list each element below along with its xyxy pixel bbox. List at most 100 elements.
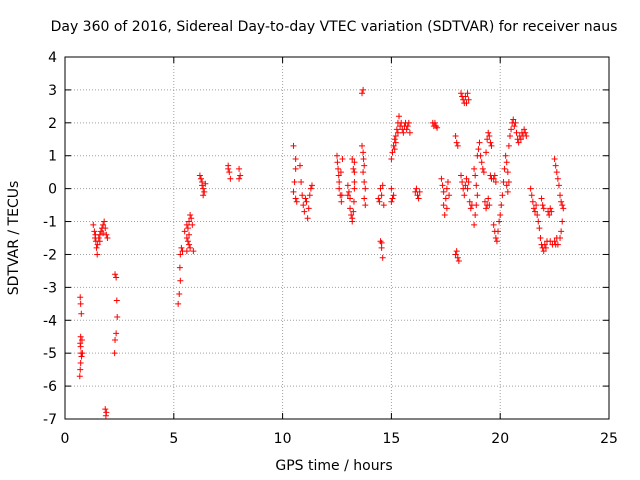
data-point (189, 221, 196, 228)
data-point (530, 205, 537, 212)
data-point (486, 202, 493, 209)
data-point (95, 235, 102, 241)
data-point (513, 129, 520, 136)
y-tick-label: -6 (43, 379, 57, 395)
y-tick-label: -7 (43, 412, 57, 428)
data-point (78, 310, 85, 317)
data-point (546, 211, 553, 218)
data-point (175, 300, 182, 307)
data-point (187, 211, 194, 218)
data-point (508, 126, 515, 133)
x-tick-label: 25 (600, 431, 618, 447)
data-point (479, 165, 486, 172)
data-point (464, 185, 471, 192)
data-point (176, 264, 183, 271)
data-point (94, 241, 101, 248)
data-point (540, 248, 547, 255)
data-point (351, 169, 358, 176)
data-point (200, 185, 207, 192)
data-point (303, 198, 310, 205)
data-point (559, 202, 566, 209)
data-point (345, 188, 352, 195)
data-point (338, 192, 345, 199)
data-point (177, 277, 184, 284)
data-point (415, 195, 422, 202)
data-point (362, 185, 369, 192)
x-tick-label: 15 (382, 431, 400, 447)
data-point (334, 152, 340, 159)
data-point (360, 156, 367, 163)
y-tick-label: -3 (43, 280, 57, 296)
data-point (344, 182, 351, 189)
y-tick-label: -5 (43, 346, 57, 362)
data-point (474, 192, 481, 199)
data-point (535, 218, 542, 225)
data-point (483, 205, 490, 212)
data-point (394, 129, 401, 136)
data-point (96, 238, 103, 245)
data-point (378, 192, 385, 199)
data-point (464, 90, 471, 97)
data-point (361, 162, 368, 169)
data-point (466, 198, 473, 205)
data-point (360, 169, 367, 176)
data-point (390, 142, 397, 149)
x-tick-label: 5 (169, 431, 178, 447)
data-point (529, 198, 536, 205)
data-point (473, 182, 480, 189)
data-point (351, 159, 358, 166)
data-point (542, 244, 549, 251)
data-point (505, 179, 512, 186)
data-point (198, 175, 204, 182)
data-point (499, 192, 506, 199)
data-point (101, 218, 108, 225)
data-point (490, 175, 497, 182)
data-point (533, 202, 540, 209)
data-point (307, 185, 314, 192)
data-point (299, 192, 306, 199)
data-point (465, 96, 472, 103)
data-point (559, 218, 566, 225)
data-point (379, 254, 386, 261)
data-point (349, 215, 356, 222)
data-point (293, 198, 300, 205)
data-point (102, 406, 109, 413)
data-point (187, 244, 194, 251)
y-tick-label: 0 (48, 182, 57, 198)
data-point (237, 172, 244, 179)
data-point (552, 162, 559, 169)
data-point (554, 175, 561, 182)
data-point (347, 195, 354, 202)
data-point (375, 195, 382, 202)
data-point (360, 86, 367, 93)
data-point (500, 179, 507, 186)
data-point (453, 248, 460, 255)
data-point (538, 195, 545, 202)
data-point (480, 169, 487, 176)
y-tick-label: -1 (43, 215, 57, 231)
data-point (392, 132, 399, 139)
data-point (376, 198, 383, 205)
data-point (102, 412, 109, 419)
data-point (304, 215, 311, 222)
data-point (492, 179, 499, 186)
data-point (540, 205, 547, 212)
plot-frame (64, 56, 610, 420)
data-point (551, 238, 558, 245)
data-point (291, 179, 298, 186)
data-point (454, 254, 461, 261)
data-point (490, 221, 497, 228)
data-point (539, 202, 546, 209)
data-point (443, 185, 450, 192)
data-point (492, 235, 499, 241)
data-point (477, 152, 484, 159)
data-point (452, 251, 459, 258)
data-point (379, 182, 386, 189)
chart-title: Day 360 of 2016, Sidereal Day-to-day VTE… (51, 19, 618, 35)
data-point (458, 172, 465, 179)
data-point (186, 218, 193, 225)
data-point (504, 169, 511, 176)
data-point (236, 165, 243, 172)
data-point (501, 165, 508, 172)
data-point (103, 231, 110, 238)
